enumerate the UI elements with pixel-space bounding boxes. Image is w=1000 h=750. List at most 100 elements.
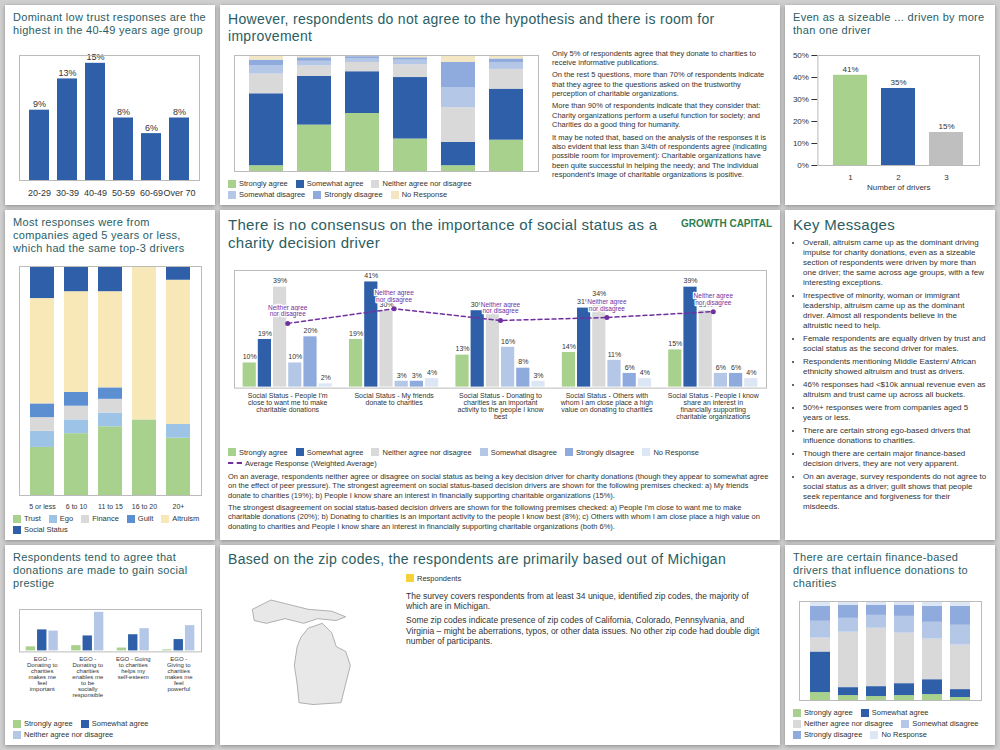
html-text:Key Messages: Key Messages xyxy=(793,216,895,233)
svg-text:1: 1 xyxy=(848,174,853,183)
svg-text:10%: 10% xyxy=(288,353,302,360)
svg-text:Number of drivers: Number of drivers xyxy=(867,183,931,192)
svg-text:6%: 6% xyxy=(716,364,726,371)
svg-text:EGO -Giving tocharitiesmakes m: EGO -Giving tocharitiesmakes mefeelpower… xyxy=(165,656,193,692)
html-text:Most responses were from compa: Most responses were from companies aged … xyxy=(13,216,185,255)
html-text:Female respondents are equally: Female respondents are equally driven by… xyxy=(803,334,986,353)
html-text:There are certain strong ego-b: There are certain strong ego-based drive… xyxy=(803,426,971,445)
svg-text:6%: 6% xyxy=(731,364,741,371)
svg-text:19%: 19% xyxy=(258,330,272,337)
html-text:Based on the zip codes, the re: Based on the zip codes, the respondents … xyxy=(228,551,726,567)
svg-text:3: 3 xyxy=(944,174,949,183)
svg-text:15%: 15% xyxy=(668,340,682,347)
html-text:GROWTH CAPITAL: GROWTH CAPITAL xyxy=(681,218,772,229)
svg-text:19%: 19% xyxy=(349,330,363,337)
svg-text:20%: 20% xyxy=(793,117,809,126)
html-text:Irrespective of minority, woma: Irrespective of minority, woman or immig… xyxy=(803,291,965,330)
svg-text:13%: 13% xyxy=(58,68,76,78)
svg-text:Social Status - Donating tocha: Social Status - Donating tocharities is … xyxy=(458,392,545,420)
svg-text:Over 70: Over 70 xyxy=(163,188,195,198)
html-text:Somewhat agree: Somewhat agree xyxy=(306,447,364,457)
svg-text:40%: 40% xyxy=(793,73,809,82)
svg-text:39%: 39% xyxy=(683,277,697,284)
svg-text:4%: 4% xyxy=(427,369,437,376)
svg-text:15%: 15% xyxy=(86,53,104,63)
svg-text:EGO -Donating tocharitiesenabl: EGO -Donating tocharitiesenables meto be… xyxy=(72,656,104,698)
svg-text:3%: 3% xyxy=(397,372,407,379)
svg-text:0%: 0% xyxy=(797,161,809,170)
html-text:However, respondents do not ag: However, respondents do not agree to the… xyxy=(228,11,715,44)
html-text:Respondents tend to agree that: Respondents tend to agree that donations… xyxy=(13,551,188,590)
svg-text:16 to 20: 16 to 20 xyxy=(132,503,157,510)
html-text:Only 5% of respondents agree t: Only 5% of respondents agree that they d… xyxy=(552,48,756,67)
svg-text:41%: 41% xyxy=(364,272,378,279)
svg-text:20%: 20% xyxy=(303,327,317,334)
html-text:On an average, survey responde: On an average, survey respondents do not… xyxy=(803,472,987,511)
svg-text:6%: 6% xyxy=(625,364,635,371)
svg-text:10%: 10% xyxy=(243,353,257,360)
html-text:There are certain finance-base: There are certain finance-based drivers … xyxy=(793,551,968,590)
svg-text:35%: 35% xyxy=(890,78,906,87)
html-text:On an average, respondents nei: On an average, respondents neither agree… xyxy=(228,471,769,500)
svg-text:8%: 8% xyxy=(173,107,186,117)
html-text:Somewhat disagree: Somewhat disagree xyxy=(490,447,557,457)
html-text:It may be noted that, based on: It may be noted that, based on the analy… xyxy=(552,132,767,180)
svg-text:41%: 41% xyxy=(842,65,858,74)
svg-text:60-69: 60-69 xyxy=(140,188,163,198)
html-text:Dominant low trust responses a: Dominant low trust responses are the hig… xyxy=(13,11,206,37)
svg-text:2: 2 xyxy=(896,174,901,183)
html-text:The strongest disagreement on: The strongest disagreement on social sta… xyxy=(228,502,760,531)
html-text:Overall, altruism came up as t: Overall, altruism came up as the dominan… xyxy=(803,238,984,287)
svg-text:6 to 10: 6 to 10 xyxy=(66,503,88,510)
svg-text:EGO -Donating tocharitiesmakes: EGO -Donating tocharitiesmakes mefeelimp… xyxy=(27,656,58,692)
svg-text:Neither agreenor disagree: Neither agreenor disagree xyxy=(268,304,308,319)
svg-text:39%: 39% xyxy=(273,277,287,284)
svg-text:20-29: 20-29 xyxy=(28,188,51,198)
svg-text:50-59: 50-59 xyxy=(112,188,135,198)
svg-text:Neither agreenor disagree: Neither agreenor disagree xyxy=(587,298,627,313)
svg-text:8%: 8% xyxy=(117,107,130,117)
svg-text:30-39: 30-39 xyxy=(56,188,79,198)
svg-text:34%: 34% xyxy=(592,290,606,297)
svg-text:50%: 50% xyxy=(793,51,809,60)
svg-text:Neither agreenor disagree: Neither agreenor disagree xyxy=(374,289,414,304)
svg-text:Neither agreenor disagree: Neither agreenor disagree xyxy=(481,301,521,315)
svg-text:11 to 15: 11 to 15 xyxy=(98,503,123,510)
html-text:The survey covers respondents: The survey covers respondents from at le… xyxy=(406,590,749,612)
svg-text:16%: 16% xyxy=(501,338,515,345)
svg-text:30%: 30% xyxy=(793,95,809,104)
html-text:Though there are certain major: Though there are certain major finance-b… xyxy=(803,449,966,468)
svg-text:5 or less: 5 or less xyxy=(29,503,56,510)
html-text:46% responses had <$10k annual: 46% responses had <$10k annual revenue e… xyxy=(803,380,986,399)
svg-text:2%: 2% xyxy=(321,374,331,381)
svg-text:9%: 9% xyxy=(33,99,46,109)
html-text:50%+ responses were from compa: 50%+ responses were from companies aged … xyxy=(803,403,969,422)
svg-text:Social Status - People I knows: Social Status - People I knowshare an in… xyxy=(668,392,760,421)
html-text:Strongly agree: Strongly agree xyxy=(239,447,288,457)
svg-text:4%: 4% xyxy=(746,369,756,376)
svg-text:10%: 10% xyxy=(793,139,809,148)
svg-text:3%: 3% xyxy=(533,372,543,379)
svg-text:11%: 11% xyxy=(608,351,622,358)
svg-text:3%: 3% xyxy=(412,372,422,379)
svg-text:Neither agreenor disagree: Neither agreenor disagree xyxy=(694,292,734,307)
svg-text:Social Status - People I'mclos: Social Status - People I'mclose to want … xyxy=(248,392,328,413)
html-text:Neither agree nor disagree: Neither agree nor disagree xyxy=(382,447,472,457)
svg-text:15%: 15% xyxy=(938,122,954,131)
html-text:Some zip codes indicate presen: Some zip codes indicate presence of zip … xyxy=(406,615,760,647)
svg-text:14%: 14% xyxy=(562,343,576,350)
html-text:On the rest 5 questions, more: On the rest 5 questions, more than 70% o… xyxy=(552,70,765,99)
svg-text:40-49: 40-49 xyxy=(84,188,107,198)
svg-text:Social Status - My friendsdona: Social Status - My friendsdonate to char… xyxy=(354,392,434,406)
html-text:More than 90% of respondents i: More than 90% of respondents indicate th… xyxy=(552,101,761,130)
html-text:There is no consensus on the i: There is no consensus on the importance … xyxy=(228,216,658,251)
svg-text:13%: 13% xyxy=(455,345,469,352)
html-text:Respondents mentioning Middle: Respondents mentioning Middle Eastern/ A… xyxy=(803,357,976,376)
svg-text:Social Status - Others withwho: Social Status - Others withwhom I am clo… xyxy=(560,392,653,414)
svg-text:4%: 4% xyxy=(640,369,650,376)
svg-text:8%: 8% xyxy=(518,358,528,365)
svg-text:EGO - Goingto charitieshelps m: EGO - Goingto charitieshelps myself-este… xyxy=(116,656,151,680)
html-text:Even as a sizeable ... driven: Even as a sizeable ... driven by more th… xyxy=(793,11,985,37)
svg-text:20+: 20+ xyxy=(173,503,185,510)
svg-text:6%: 6% xyxy=(145,123,158,133)
